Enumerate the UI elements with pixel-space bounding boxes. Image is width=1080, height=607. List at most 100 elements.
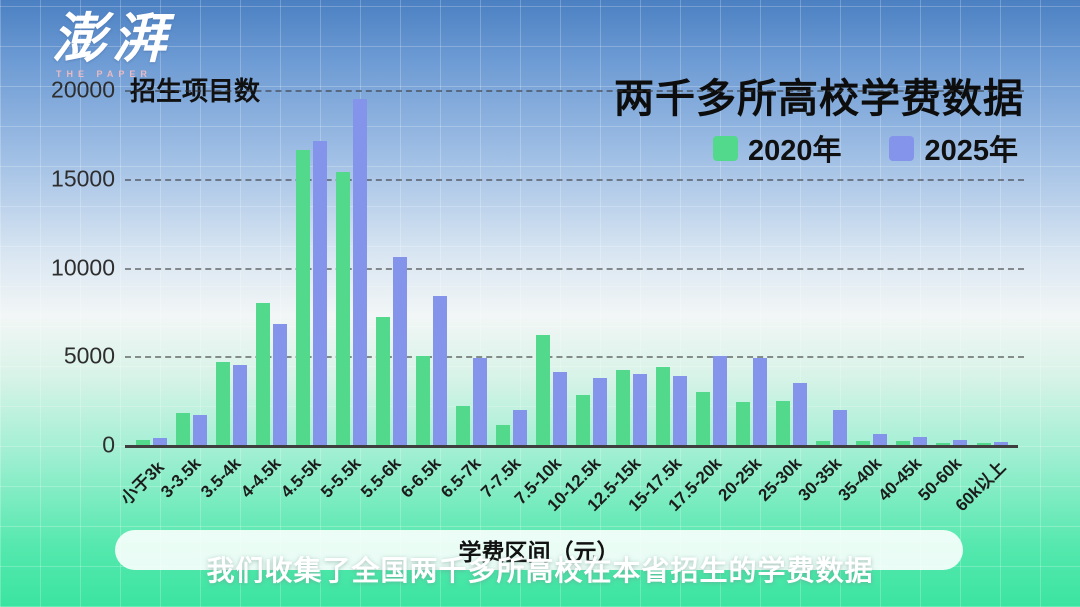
x-axis-title-pill: 学费区间（元） (115, 530, 963, 570)
y-tick-label: 15000 (51, 165, 115, 192)
bar-2025年 (953, 440, 968, 445)
legend-swatch-2025 (889, 135, 915, 161)
bar-group: 40-45k (874, 90, 932, 505)
bar-2020年 (335, 171, 350, 445)
bar-2020年 (455, 405, 470, 445)
x-tick-label: 5-5.5k (317, 454, 365, 502)
x-tick-label: 5.5-6k (357, 454, 405, 502)
bar-group: 4-4.5k (237, 90, 291, 502)
legend: 2020年 2025年 (712, 127, 1018, 169)
x-axis-title: 学费区间（元） (458, 539, 620, 565)
plot-area: 20000 15000 10000 5000 0 小于3k 3-3.5k 3.5-4k 4-4… (51, 77, 1024, 515)
bar-2020年 (656, 366, 671, 445)
x-tick-label: 35-40k (834, 454, 886, 505)
legend-item-2025: 2025年 (889, 127, 1018, 169)
x-tick-label: 6.5-7k (437, 454, 485, 502)
bar-2025年 (833, 409, 848, 445)
bar-2020年 (535, 334, 550, 445)
bar-group: 17.5-20k (664, 90, 732, 515)
x-tick-label: 20-25k (714, 454, 766, 505)
bar-group: 15-17.5k (624, 90, 692, 515)
y-tick-label: 20000 (51, 76, 115, 103)
bar-2025年 (352, 98, 367, 445)
bar-2020年 (255, 303, 270, 445)
bar-group: 3.5-4k (197, 90, 251, 502)
bar-2025年 (512, 409, 527, 445)
bar-group: 35-40k (834, 90, 892, 505)
x-tick-label: 小于3k (117, 457, 169, 509)
bar-groups: 小于3k 3-3.5k 3.5-4k 4-4.5k 4.5-5k 5-5.5k 5.5-6k… (117, 90, 1018, 515)
bar-2020年 (616, 370, 631, 445)
bar-2025年 (192, 414, 207, 445)
bar-2020年 (175, 413, 190, 445)
bar-2020年 (736, 402, 751, 445)
legend-label-2025: 2025年 (924, 135, 1018, 167)
x-tick-label: 6-6.5k (397, 454, 445, 502)
bar-2020年 (896, 440, 911, 445)
chart-title: 两千多所高校学费数据 (614, 77, 1024, 121)
x-tick-label: 3-3.5k (156, 454, 205, 502)
bar-2025年 (552, 372, 567, 445)
bar-2020年 (816, 440, 831, 445)
bar-group: 25-30k (754, 90, 812, 505)
bar-group: 12.5-15k (584, 90, 652, 515)
bar-group: 6.5-7k (437, 90, 491, 502)
gridline (125, 90, 1024, 92)
bar-2020年 (576, 395, 591, 445)
bar-group: 7.5-10k (511, 90, 571, 508)
bar-2025年 (152, 437, 167, 445)
bar-2025年 (272, 324, 287, 445)
bar-group: 60k以上 (951, 90, 1012, 515)
bar-2025年 (232, 365, 247, 445)
paper-logo: 澎湃 THE PAPER (52, 8, 172, 79)
bar-2020年 (415, 356, 430, 445)
bar-group: 20-25k (714, 90, 772, 505)
bar-group: 10-12.5k (544, 90, 612, 515)
legend-swatch-2020 (712, 135, 738, 161)
y-tick-label: 5000 (63, 342, 115, 369)
bar-group: 4.5-5k (277, 90, 331, 502)
video-caption: 我们收集了全国两千多所高校在本省招生的学费数据 (206, 555, 874, 586)
bar-group: 30-35k (794, 90, 852, 505)
bar-2025年 (593, 377, 608, 445)
legend-item-2020: 2020年 (712, 127, 842, 169)
gridline (125, 178, 1024, 181)
bar-2020年 (135, 439, 150, 445)
x-tick-label: 25-30k (754, 454, 806, 505)
bar-2025年 (432, 295, 447, 445)
bar-group: 5.5-6k (357, 90, 411, 502)
bar-2025年 (793, 382, 808, 445)
bar-2025年 (392, 256, 407, 445)
bar-group: 小于3k (117, 90, 171, 508)
bar-2025年 (633, 374, 648, 445)
paper-logo-text: 澎湃 (52, 6, 172, 70)
gridline (125, 267, 1024, 270)
y-tick-label: 0 (102, 431, 115, 458)
bar-group: 50-60k (915, 90, 972, 505)
bar-2020年 (976, 443, 991, 445)
x-tick-label: 40-45k (874, 454, 926, 505)
bar-2025年 (873, 434, 888, 445)
bar-2025年 (993, 441, 1008, 445)
bar-2025年 (753, 358, 768, 445)
bar-2020年 (856, 440, 871, 445)
x-tick-label: 30-35k (794, 454, 846, 505)
bar-2025年 (713, 356, 728, 445)
y-tick-label: 10000 (51, 254, 115, 280)
bar-2025年 (673, 375, 688, 445)
bar-2020年 (776, 400, 791, 445)
bar-2025年 (472, 358, 487, 445)
x-tick-label: 3.5-4k (197, 454, 245, 502)
bar-2020年 (215, 361, 230, 445)
paper-logo-subtitle: THE PAPER (56, 69, 152, 79)
bar-2025年 (312, 141, 327, 445)
bar-group: 6-6.5k (397, 90, 451, 502)
bar-2020年 (495, 425, 510, 445)
bar-2020年 (295, 150, 310, 445)
bar-2020年 (375, 317, 390, 445)
bar-2025年 (913, 436, 928, 445)
legend-label-2020: 2020年 (747, 135, 842, 167)
bar-2020年 (936, 442, 951, 445)
bar-2020年 (696, 391, 711, 445)
bar-group: 5-5.5k (317, 90, 371, 502)
